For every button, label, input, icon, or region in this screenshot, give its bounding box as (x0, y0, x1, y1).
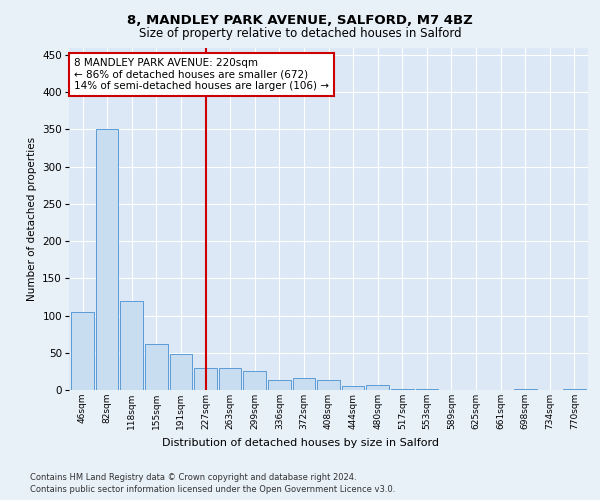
Bar (367, 385, 389, 390)
Text: Contains HM Land Registry data © Crown copyright and database right 2024.: Contains HM Land Registry data © Crown c… (30, 472, 356, 482)
Text: 8 MANDLEY PARK AVENUE: 220sqm
← 86% of detached houses are smaller (672)
14% of : 8 MANDLEY PARK AVENUE: 220sqm ← 86% of d… (74, 58, 329, 91)
Bar (342, 386, 364, 390)
Bar (170, 354, 192, 390)
Bar (244, 372, 266, 390)
Text: Size of property relative to detached houses in Salford: Size of property relative to detached ho… (139, 28, 461, 40)
Bar (293, 378, 315, 390)
Bar (71, 312, 94, 390)
Bar (219, 368, 241, 390)
Text: 8, MANDLEY PARK AVENUE, SALFORD, M7 4BZ: 8, MANDLEY PARK AVENUE, SALFORD, M7 4BZ (127, 14, 473, 27)
Bar (194, 368, 217, 390)
Bar (96, 130, 118, 390)
Y-axis label: Number of detached properties: Number of detached properties (27, 136, 37, 301)
Text: Distribution of detached houses by size in Salford: Distribution of detached houses by size … (161, 438, 439, 448)
Text: Contains public sector information licensed under the Open Government Licence v3: Contains public sector information licen… (30, 485, 395, 494)
Bar (268, 380, 290, 390)
Bar (145, 344, 167, 390)
Bar (121, 300, 143, 390)
Bar (317, 380, 340, 390)
